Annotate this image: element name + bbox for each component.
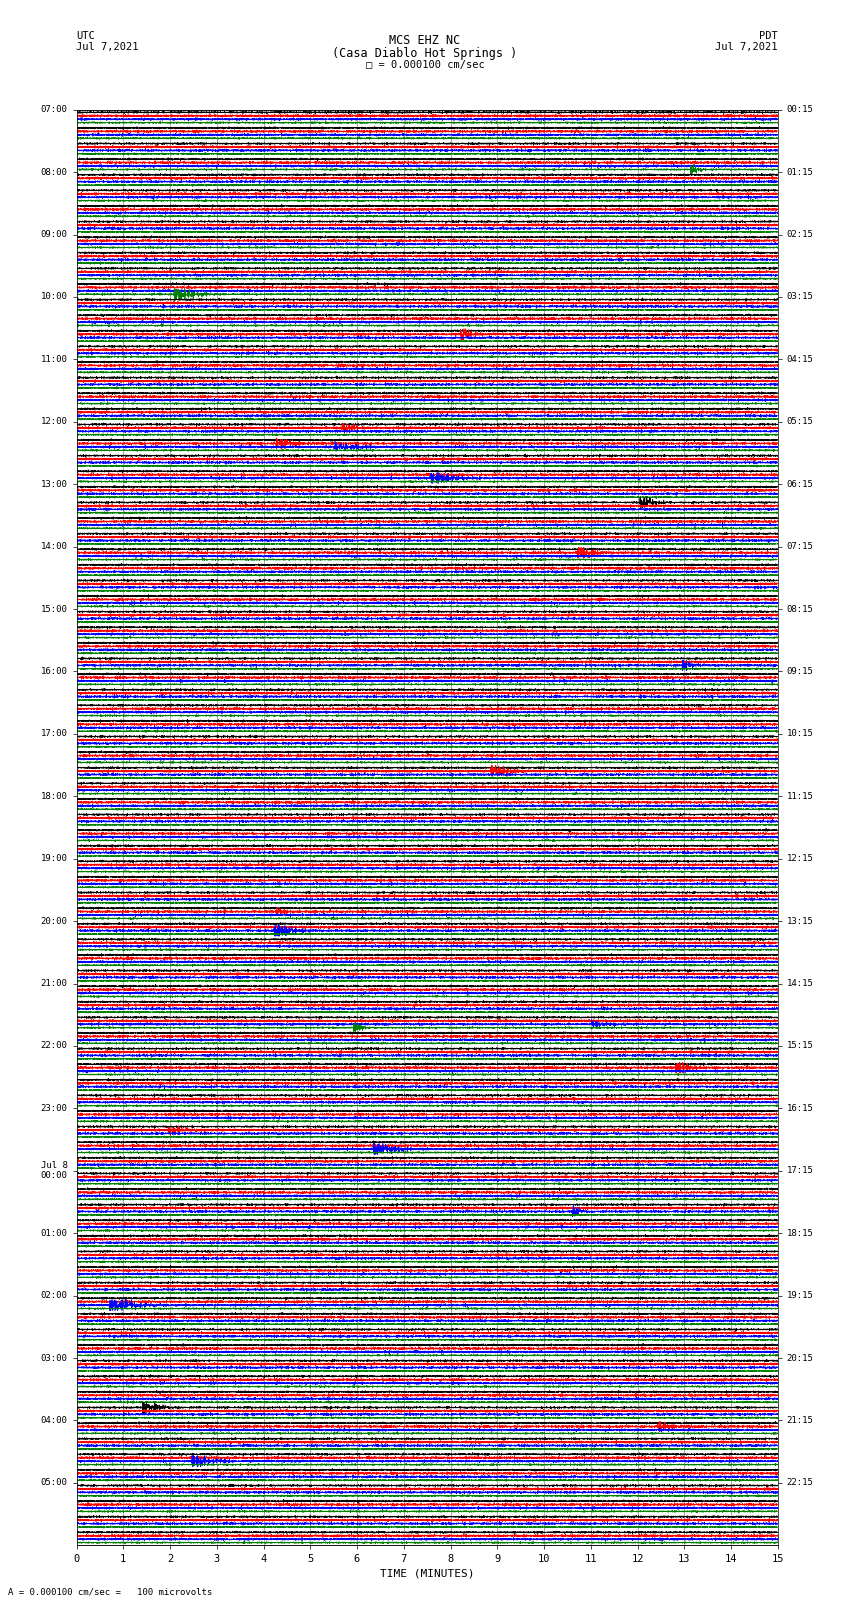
X-axis label: TIME (MINUTES): TIME (MINUTES) xyxy=(380,1568,474,1579)
Text: MCS EHZ NC: MCS EHZ NC xyxy=(389,34,461,47)
Text: PDT: PDT xyxy=(759,31,778,40)
Text: (Casa Diablo Hot Springs ): (Casa Diablo Hot Springs ) xyxy=(332,47,518,60)
Text: A = 0.000100 cm/sec =   100 microvolts: A = 0.000100 cm/sec = 100 microvolts xyxy=(8,1587,212,1597)
Text: Jul 7,2021: Jul 7,2021 xyxy=(715,42,778,52)
Text: Jul 7,2021: Jul 7,2021 xyxy=(76,42,139,52)
Text: □ = 0.000100 cm/sec: □ = 0.000100 cm/sec xyxy=(366,60,484,69)
Text: UTC: UTC xyxy=(76,31,95,40)
